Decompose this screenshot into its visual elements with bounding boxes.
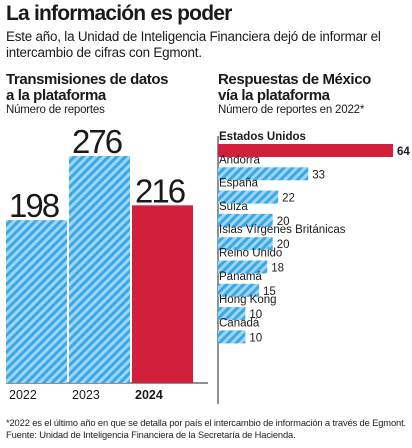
hbar-andorra (218, 167, 309, 181)
category-label-espana: España (219, 178, 259, 190)
hbar-value-label-islas-virgenes-britanicas: 20 (277, 239, 290, 251)
category-label-suiza: Suiza (219, 201, 248, 213)
bar-value-label-2022: 198 (9, 187, 59, 224)
hbar-value-label-suiza: 20 (277, 216, 290, 228)
hbar-value-label-reino-unido: 18 (271, 263, 284, 275)
bar-value-label-2024: 216 (135, 172, 185, 209)
left-chart-title-line-2: a la plataforma (6, 87, 106, 104)
right-chart-subtitle: Número de reportes en 2022* (218, 104, 365, 116)
hbar-panama (218, 283, 260, 297)
bar-2023 (69, 156, 130, 383)
hbar-canada (218, 330, 246, 344)
left-chart-bars: 198 2022 276 2023 216 2024 (6, 123, 193, 402)
left-chart-title-line-1: Transmisiones de datos (6, 71, 169, 88)
page-title: La información es poder (6, 2, 232, 25)
hbar-value-label-espana: 22 (282, 193, 295, 205)
category-label-estados-unidos: Estados Unidos (219, 131, 306, 143)
right-chart-title-line-2: vía la plataforma (218, 87, 330, 104)
right-chart-bars: Estados Unidos 64 Andorra 33 España 22 Suiza 20… (218, 131, 410, 344)
hbar-value-label-andorra: 33 (312, 169, 325, 181)
category-label-hong-kong: Hong Kong (219, 294, 277, 306)
category-label-canada: Canadá (219, 317, 260, 329)
hbar-value-label-panama: 15 (263, 286, 276, 298)
footnote: *2022 es el último año en que se detalla… (6, 417, 406, 440)
bar-2024 (132, 205, 193, 383)
bar-2022 (6, 220, 67, 383)
hbar-value-label-canada: 10 (249, 332, 262, 344)
hbar-suiza (218, 213, 273, 227)
left-chart-subtitle: Número de reportes (6, 104, 105, 116)
hbar-espana (218, 190, 279, 204)
x-tick-label-2023: 2023 (72, 388, 100, 402)
hbar-estados-unidos (218, 144, 393, 157)
category-label-islas-virgenes-britanicas: Islas Vírgenes Británicas (219, 224, 346, 236)
page-subtitle: Este año, la Unidad de Inteligencia Fina… (6, 29, 381, 60)
hbar-islas-virgenes-britanicas (218, 237, 273, 251)
bar-value-label-2023: 276 (72, 123, 122, 160)
category-label-reino-unido: Reino Unido (219, 248, 282, 260)
hbar-value-label-estados-unidos: 64 (397, 146, 410, 158)
hbar-value-label-hong-kong: 10 (249, 309, 262, 321)
right-chart-title-line-1: Respuestas de México (218, 71, 371, 88)
category-label-andorra: Andorra (219, 154, 261, 166)
hbar-hong-kong (218, 307, 246, 321)
hbar-reino-unido (218, 260, 268, 274)
x-tick-label-2022: 2022 (9, 388, 37, 402)
x-tick-label-2024: 2024 (135, 388, 163, 402)
category-label-panama: Panamá (219, 271, 262, 283)
